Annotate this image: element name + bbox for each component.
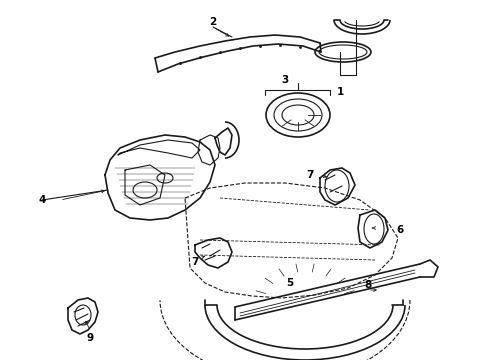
Text: 4: 4: [38, 195, 46, 205]
Text: 7: 7: [191, 257, 198, 267]
Text: 7: 7: [306, 170, 314, 180]
Text: 6: 6: [396, 225, 404, 235]
Text: 5: 5: [286, 278, 294, 288]
Text: 3: 3: [281, 75, 289, 85]
Text: 1: 1: [336, 87, 343, 97]
Text: 8: 8: [365, 280, 371, 290]
Text: 9: 9: [86, 333, 94, 343]
Text: 2: 2: [209, 17, 217, 27]
